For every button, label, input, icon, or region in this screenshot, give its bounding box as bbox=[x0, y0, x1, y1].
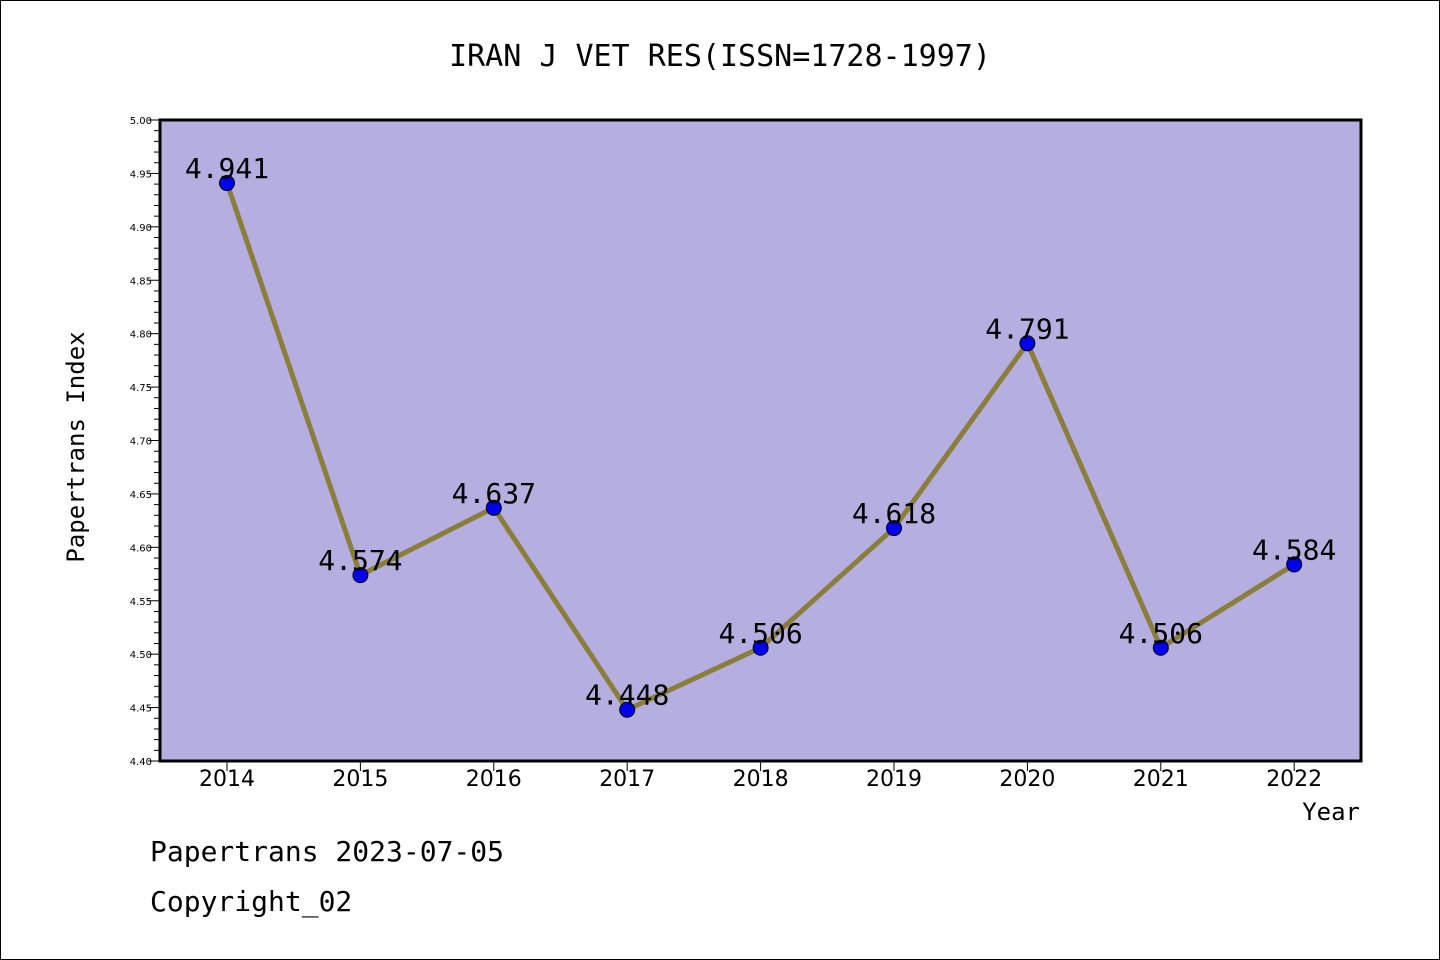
data-point bbox=[1152, 639, 1169, 656]
y-tick-label: 4.40 bbox=[130, 757, 152, 768]
y-tick-label: 4.95 bbox=[130, 169, 152, 180]
x-tick-label: 2019 bbox=[866, 767, 922, 792]
chart-title: IRAN J VET RES(ISSN=1728-1997) bbox=[449, 39, 991, 74]
data-label: 4.506 bbox=[1119, 617, 1203, 650]
data-point bbox=[352, 567, 369, 584]
x-tick-label: 2017 bbox=[599, 767, 655, 792]
data-label: 4.618 bbox=[852, 497, 936, 530]
data-point bbox=[752, 639, 769, 656]
x-tick-label: 2015 bbox=[332, 767, 388, 792]
x-tick-label: 2022 bbox=[1266, 767, 1322, 792]
y-tick-label: 4.60 bbox=[130, 543, 152, 554]
footer-date: Papertrans 2023-07-05 bbox=[150, 835, 505, 868]
data-label: 4.941 bbox=[185, 152, 269, 185]
y-tick-label: 4.70 bbox=[130, 437, 152, 448]
footer-copyright: Copyright_02 bbox=[150, 885, 353, 918]
data-point bbox=[485, 499, 502, 516]
data-label: 4.584 bbox=[1252, 533, 1336, 566]
x-tick-label: 2021 bbox=[1133, 767, 1189, 792]
y-tick-label: 4.65 bbox=[130, 490, 152, 501]
data-point bbox=[1019, 335, 1036, 352]
data-label: 4.637 bbox=[452, 477, 536, 510]
x-axis: 2014 2015 2016 2017 2018 2019 2020 2021 2022 bbox=[199, 761, 1322, 792]
data-labels: 4.941 4.574 4.637 4.448 4.506 4.618 4.791 4.506… bbox=[185, 152, 1336, 712]
y-tick-label: 4.80 bbox=[130, 330, 152, 341]
series-line bbox=[219, 175, 1303, 718]
data-point bbox=[1286, 556, 1303, 573]
plot-area bbox=[158, 118, 1363, 763]
y-tick-label: 4.90 bbox=[130, 223, 152, 234]
y-tick-label: 4.55 bbox=[130, 597, 152, 608]
x-tick-label: 2014 bbox=[199, 767, 255, 792]
y-tick-label: 4.85 bbox=[130, 276, 152, 287]
x-tick-label: 2018 bbox=[733, 767, 789, 792]
data-label: 4.448 bbox=[585, 679, 669, 712]
data-point bbox=[219, 175, 235, 192]
x-axis-label: Year bbox=[1302, 798, 1360, 826]
y-tick-label: 4.75 bbox=[130, 383, 152, 394]
y-tick-label: 4.50 bbox=[130, 650, 152, 661]
y-tick-label: 5.00 bbox=[130, 116, 152, 127]
y-axis-label: Papertrans Index bbox=[62, 331, 90, 562]
x-tick-label: 2020 bbox=[999, 767, 1055, 792]
y-axis: 4.40 4.45 4.50 4.55 4.60 4.65 4.70 4.75 4.80 4.85… bbox=[130, 116, 160, 768]
data-label: 4.506 bbox=[718, 617, 802, 650]
y-tick-label: 4.45 bbox=[130, 704, 152, 715]
data-point bbox=[619, 701, 636, 718]
data-label: 4.574 bbox=[318, 544, 402, 577]
data-point bbox=[886, 520, 902, 537]
data-label: 4.791 bbox=[985, 312, 1069, 345]
x-tick-label: 2016 bbox=[466, 767, 522, 792]
